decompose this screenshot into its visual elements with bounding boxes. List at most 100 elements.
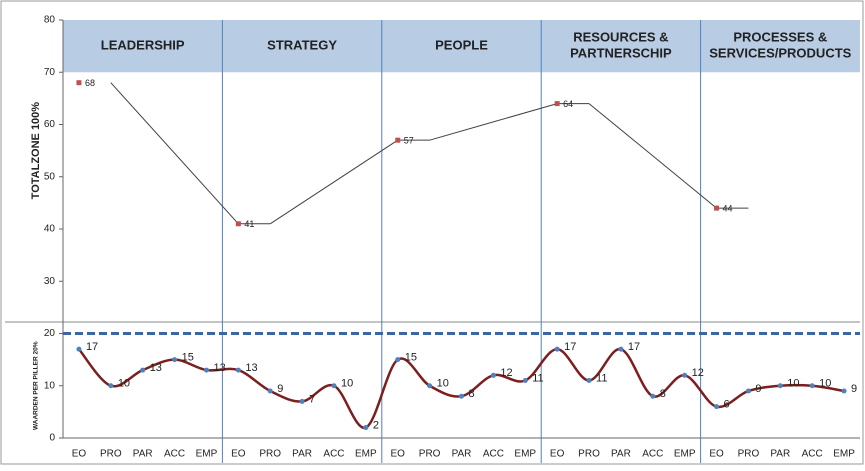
group-title: RESOURCES & <box>573 30 668 45</box>
data-label: 64 <box>563 99 573 109</box>
point <box>140 367 146 373</box>
group-title: PARTNERSCHIP <box>570 46 672 61</box>
x-tick-label: ACC <box>323 449 344 460</box>
x-tick-label: PRO <box>419 449 441 460</box>
x-tick-label: ACC <box>642 449 663 460</box>
point <box>714 404 720 410</box>
data-label: 8 <box>660 388 666 400</box>
data-label: 2 <box>373 419 379 431</box>
data-label: 10 <box>819 378 831 390</box>
x-tick-label: EMP <box>833 449 855 460</box>
series-segment <box>588 103 717 209</box>
data-label: 7 <box>309 393 315 405</box>
data-label: 8 <box>469 388 475 400</box>
point <box>108 383 114 389</box>
point <box>745 388 751 394</box>
data-label: 68 <box>85 78 95 88</box>
data-label: 13 <box>150 362 162 374</box>
point <box>395 357 401 363</box>
point <box>586 378 592 384</box>
y-tick-label: 60 <box>44 119 56 130</box>
point <box>618 346 624 352</box>
point <box>554 101 560 107</box>
x-tick-label: PAR <box>133 449 153 460</box>
data-label: 10 <box>118 378 130 390</box>
point <box>299 398 305 404</box>
data-label: 11 <box>532 372 543 384</box>
y-axis-sublabel: WAARDEN PER PILLER 20% <box>33 341 40 430</box>
point <box>777 383 783 389</box>
header-band <box>63 20 860 73</box>
data-label: 9 <box>755 383 761 395</box>
point <box>235 367 241 373</box>
point <box>76 80 82 86</box>
x-tick-label: PRO <box>738 449 760 460</box>
x-tick-label: PRO <box>578 449 600 460</box>
x-tick-label: EO <box>231 449 246 460</box>
point <box>76 346 82 352</box>
data-label: 17 <box>628 341 640 353</box>
y-tick-label: 70 <box>44 67 56 78</box>
point <box>203 367 209 373</box>
y-tick-label: 80 <box>44 15 56 26</box>
y-tick-label: 10 <box>44 380 56 391</box>
data-label: 12 <box>692 367 704 379</box>
y-tick-label: 20 <box>44 328 56 339</box>
data-label: 13 <box>245 362 257 374</box>
group-title: SERVICES/PRODUCTS <box>709 46 851 61</box>
data-label: 57 <box>404 136 414 146</box>
point <box>650 393 656 399</box>
x-tick-label: EO <box>709 449 724 460</box>
y-tick-label: 0 <box>49 433 55 444</box>
data-label: 9 <box>851 383 857 395</box>
data-label: 6 <box>724 399 730 411</box>
point <box>395 137 401 143</box>
point <box>331 383 337 389</box>
group-title: PROCESSES & <box>733 30 827 45</box>
y-tick-label: 40 <box>44 224 56 235</box>
data-label: 10 <box>437 378 449 390</box>
data-label: 9 <box>277 383 283 395</box>
x-tick-label: PRO <box>100 449 122 460</box>
group-title: LEADERSHIP <box>101 38 185 53</box>
x-tick-label: EMP <box>674 449 696 460</box>
point <box>809 383 815 389</box>
x-tick-label: EMP <box>355 449 377 460</box>
series-segment <box>110 82 239 225</box>
data-label: 17 <box>564 341 576 353</box>
data-label: 41 <box>244 219 254 229</box>
x-tick-label: PAR <box>770 449 790 460</box>
point <box>267 388 273 394</box>
series-segment <box>269 139 399 225</box>
y-axis-label: TOTALZONE 100% <box>30 102 42 200</box>
point <box>172 357 178 363</box>
x-tick-label: EO <box>391 449 406 460</box>
point <box>714 205 720 211</box>
group-title: STRATEGY <box>267 38 337 53</box>
series-segment <box>429 103 558 141</box>
x-tick-label: EO <box>550 449 565 460</box>
data-label: 10 <box>787 378 799 390</box>
data-label: 44 <box>723 203 733 213</box>
point <box>490 372 496 378</box>
data-label: 13 <box>213 362 225 374</box>
x-tick-label: PAR <box>611 449 631 460</box>
y-tick-label: 30 <box>44 276 56 287</box>
x-tick-label: PAR <box>452 449 472 460</box>
data-label: 11 <box>596 372 607 384</box>
point <box>554 346 560 352</box>
group-title: PEOPLE <box>435 38 488 53</box>
x-tick-label: ACC <box>802 449 823 460</box>
x-tick-label: ACC <box>483 449 504 460</box>
x-tick-label: EO <box>72 449 87 460</box>
x-tick-label: EMP <box>514 449 536 460</box>
data-label: 12 <box>500 367 512 379</box>
point <box>682 372 688 378</box>
point <box>427 383 433 389</box>
data-label: 10 <box>341 378 353 390</box>
data-label: 17 <box>86 341 98 353</box>
x-tick-label: ACC <box>164 449 185 460</box>
point <box>363 425 369 431</box>
